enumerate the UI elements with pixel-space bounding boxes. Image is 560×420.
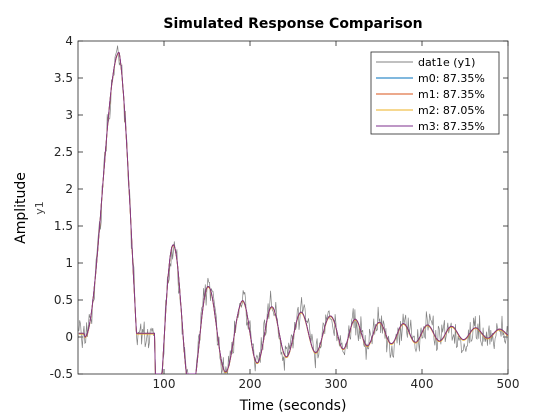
- y-tick-label: 3.5: [54, 71, 73, 85]
- series-line-0: [78, 45, 508, 374]
- chart-title: Simulated Response Comparison: [163, 16, 422, 32]
- legend-label-2: m1: 87.35%: [418, 88, 485, 101]
- x-tick-label: 100: [153, 377, 176, 391]
- legend-label-3: m2: 87.05%: [418, 104, 485, 117]
- x-tick-label: 200: [239, 377, 262, 391]
- y-tick-label: 1: [65, 256, 73, 270]
- y-tick-label: 2: [65, 182, 73, 196]
- x-tick-label: 300: [325, 377, 348, 391]
- y-tick-label: 2.5: [54, 145, 73, 159]
- y-tick-label: 1.5: [54, 219, 73, 233]
- x-tick-label: 500: [497, 377, 520, 391]
- legend-label-4: m3: 87.35%: [418, 120, 485, 133]
- y-tick-label: 0.5: [54, 293, 73, 307]
- y-axis-sublabel: y1: [33, 201, 46, 215]
- x-axis-label: Time (seconds): [239, 398, 347, 414]
- y-axis-label: Amplitude: [13, 172, 29, 244]
- legend-box: [370, 51, 500, 135]
- y-tick-label: 3: [65, 108, 73, 122]
- x-tick-label: 400: [411, 377, 434, 391]
- y-tick-label: 4: [65, 34, 73, 48]
- legend-label-0: dat1e (y1): [418, 56, 475, 69]
- legend-label-1: m0: 87.35%: [418, 72, 485, 85]
- legend: dat1e (y1) m0: 87.35% m1: 87.35% m2: 87.05%…: [370, 51, 500, 135]
- y-tick-label: -0.5: [50, 367, 73, 381]
- series-line-4: [78, 51, 508, 374]
- y-tick-label: 0: [65, 330, 73, 344]
